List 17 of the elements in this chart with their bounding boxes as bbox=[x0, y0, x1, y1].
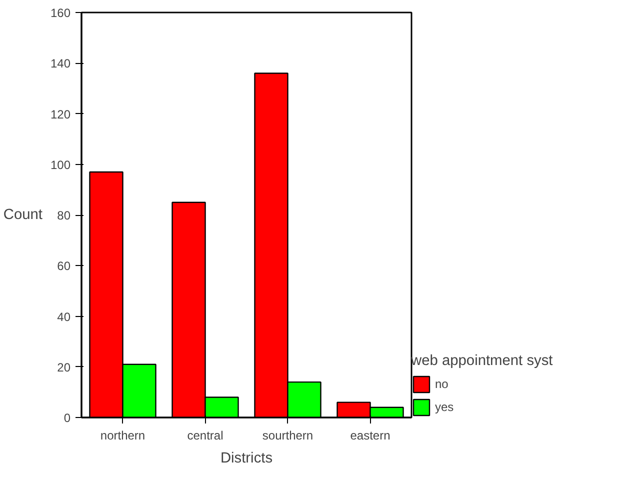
y-axis-title: Count bbox=[3, 207, 42, 223]
x-tick-label: central bbox=[187, 428, 224, 442]
x-tick-label: northern bbox=[100, 428, 146, 442]
legend-label: yes bbox=[435, 400, 455, 414]
x-tick-label: sourthern bbox=[262, 428, 314, 442]
legend-label: no bbox=[435, 377, 450, 391]
y-tick-label: 120 bbox=[50, 107, 71, 122]
y-tick-label: 100 bbox=[50, 158, 71, 172]
y-tick-label: 140 bbox=[50, 56, 71, 71]
y-tick-label: 40 bbox=[57, 310, 71, 324]
y-tick-label: 160 bbox=[50, 6, 71, 20]
y-tick-label: 80 bbox=[57, 208, 71, 222]
y-tick-label: 0 bbox=[64, 411, 71, 425]
x-axis-title: Districts bbox=[220, 450, 273, 466]
y-tick-label: 60 bbox=[57, 259, 71, 274]
x-tick-label: eastern bbox=[350, 428, 390, 442]
y-tick-label: 20 bbox=[57, 360, 71, 374]
